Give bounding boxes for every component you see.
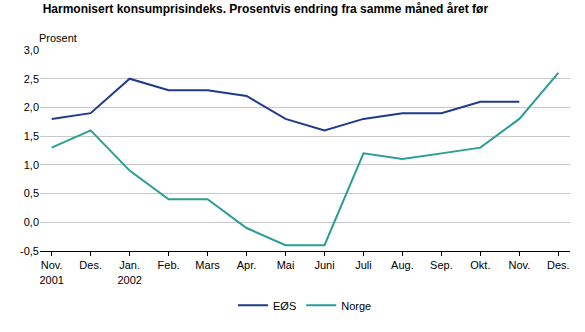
- svg-text:Nov.2001: Nov.2001: [39, 259, 63, 285]
- svg-text:2,5: 2,5: [24, 73, 39, 85]
- svg-text:Prosent: Prosent: [39, 32, 77, 44]
- svg-text:3,0: 3,0: [24, 44, 39, 56]
- svg-text:1,5: 1,5: [24, 130, 39, 142]
- svg-text:Okt.: Okt.: [470, 259, 490, 271]
- svg-text:Norge: Norge: [341, 300, 371, 312]
- svg-text:0,0: 0,0: [24, 216, 39, 228]
- svg-text:-0,5: -0,5: [20, 245, 39, 257]
- svg-text:Harmonisert konsumprisindeks.: Harmonisert konsumprisindeks. Prosentvis…: [43, 2, 489, 16]
- svg-text:Jan.2002: Jan.2002: [117, 259, 141, 285]
- svg-text:EØS: EØS: [273, 300, 296, 312]
- svg-text:Nov.: Nov.: [508, 259, 530, 271]
- svg-text:Des.: Des.: [547, 259, 570, 271]
- svg-text:2,0: 2,0: [24, 101, 39, 113]
- svg-text:1,0: 1,0: [24, 159, 39, 171]
- svg-text:Juni: Juni: [314, 259, 334, 271]
- svg-text:Apr.: Apr.: [237, 259, 257, 271]
- svg-text:Des.: Des.: [79, 259, 102, 271]
- svg-text:Feb.: Feb.: [158, 259, 180, 271]
- svg-text:Aug.: Aug.: [391, 259, 414, 271]
- svg-text:Sep.: Sep.: [430, 259, 453, 271]
- svg-text:Mai: Mai: [277, 259, 295, 271]
- svg-text:Mars: Mars: [195, 259, 220, 271]
- svg-text:Juli: Juli: [355, 259, 372, 271]
- svg-text:0,5: 0,5: [24, 187, 39, 199]
